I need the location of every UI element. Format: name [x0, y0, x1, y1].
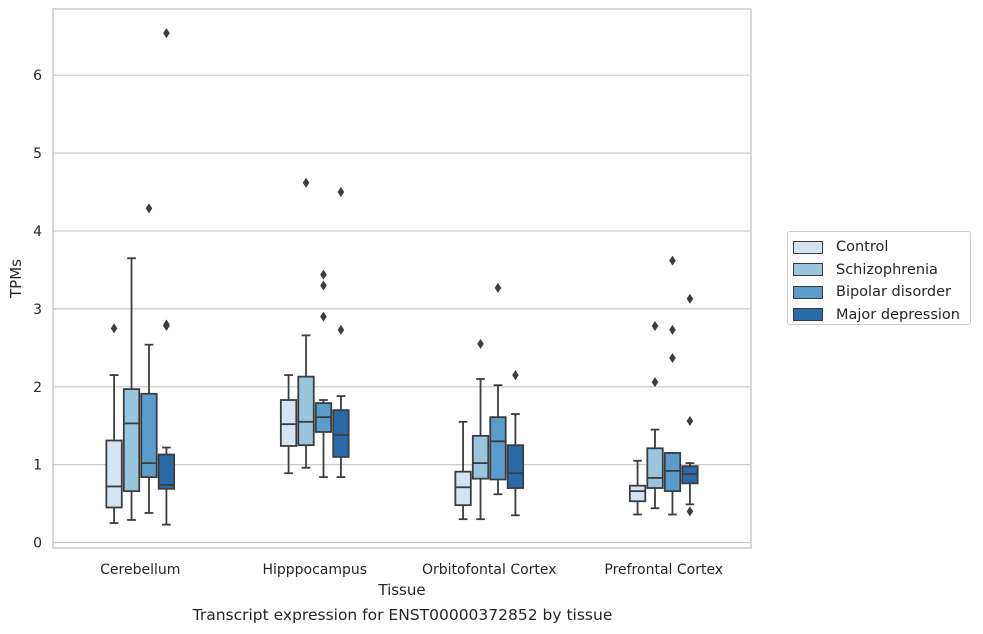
legend-label: Bipolar disorder — [836, 284, 951, 301]
legend-swatch — [793, 285, 823, 299]
legend-swatch — [793, 263, 823, 277]
box-1-2 — [279, 374, 298, 475]
box-body — [646, 447, 664, 489]
outlier-point — [512, 370, 519, 381]
box-body — [140, 392, 158, 479]
legend-item: Bipolar disorder — [793, 281, 970, 304]
box-2-4 — [646, 321, 664, 510]
x-tick-labels: Cerebellum Hipppocampus Orbitofontal Corte… — [100, 562, 723, 578]
x-tick-label: Cerebellum — [100, 562, 180, 578]
outlier-point — [302, 177, 310, 188]
x-tick-label: Orbitofontal Cortex — [422, 562, 557, 578]
outlier-point — [651, 377, 659, 388]
y-tick-label: 5 — [33, 146, 42, 162]
y-tick-label: 4 — [33, 224, 42, 240]
outlier-point — [669, 255, 676, 266]
x-axis-title: Tissue — [377, 581, 425, 599]
box-4-3 — [506, 370, 525, 517]
legend-item: Schizophrenia — [793, 259, 970, 282]
chart-caption: Transcript expression for ENST0000037285… — [192, 606, 613, 624]
outlier-point — [669, 324, 676, 335]
box-1-1 — [105, 323, 123, 524]
outlier-point — [145, 203, 153, 214]
box-2-2 — [297, 177, 315, 469]
box-4-4 — [681, 293, 699, 517]
outlier-point — [686, 416, 694, 427]
box-1-3 — [454, 420, 472, 521]
legend-swatch — [793, 240, 823, 254]
box-2-1 — [122, 257, 141, 521]
outlier-point — [320, 269, 327, 280]
legend-item: Control — [793, 236, 970, 259]
box-3-3 — [489, 282, 507, 496]
x-tick-label: Prefrontal Cortex — [604, 562, 723, 578]
gridlines — [53, 74, 751, 544]
outlier-point — [163, 319, 170, 330]
box-body — [489, 416, 507, 481]
y-tick-label: 1 — [33, 458, 42, 474]
y-tick-label: 6 — [33, 68, 42, 84]
box-body — [122, 388, 141, 493]
outlier-point — [337, 187, 345, 198]
box-body — [157, 453, 176, 490]
outlier-point — [163, 28, 170, 39]
outlier-point — [669, 352, 676, 363]
y-tick-labels: 0 1 2 3 4 5 6 — [33, 68, 42, 551]
box-body — [297, 375, 315, 447]
legend-item: Major depression — [793, 304, 970, 327]
box-body — [663, 452, 682, 493]
outlier-point — [651, 321, 659, 332]
legend-label: Schizophrenia — [836, 261, 938, 278]
y-tick-label: 0 — [33, 536, 42, 552]
box-3-1 — [140, 203, 158, 514]
legend: Control Schizophrenia Bipolar disorder Majo… — [787, 231, 971, 325]
box-3-2 — [314, 269, 333, 479]
box-2-3 — [471, 338, 490, 521]
plot-frame — [52, 8, 752, 549]
outlier-point — [320, 311, 327, 322]
box-3-4 — [663, 255, 682, 516]
outlier-point — [686, 293, 694, 304]
y-axis-title: TPMs — [7, 259, 25, 299]
legend-label: Major depression — [836, 306, 960, 323]
outlier-point — [477, 338, 484, 349]
outlier-point — [494, 282, 502, 293]
box-4-2 — [332, 187, 350, 479]
legend-label: Control — [836, 239, 889, 256]
outlier-point — [110, 323, 118, 334]
legend-swatch — [793, 308, 823, 322]
y-tick-label: 3 — [33, 302, 42, 318]
outlier-point — [320, 280, 327, 291]
y-tick-label: 2 — [33, 380, 42, 396]
box-body — [628, 484, 647, 503]
box-1-4 — [628, 459, 647, 516]
x-tick-label: Hipppocampus — [262, 562, 367, 578]
box-body — [454, 470, 472, 507]
outlier-point — [686, 506, 694, 517]
outlier-point — [337, 324, 345, 335]
box-body — [332, 409, 350, 458]
box-body — [506, 444, 525, 489]
box-4-1 — [157, 28, 176, 526]
box-body — [279, 399, 298, 447]
box-body — [471, 434, 490, 480]
box-body — [105, 439, 123, 509]
boxes-layer — [105, 28, 699, 526]
